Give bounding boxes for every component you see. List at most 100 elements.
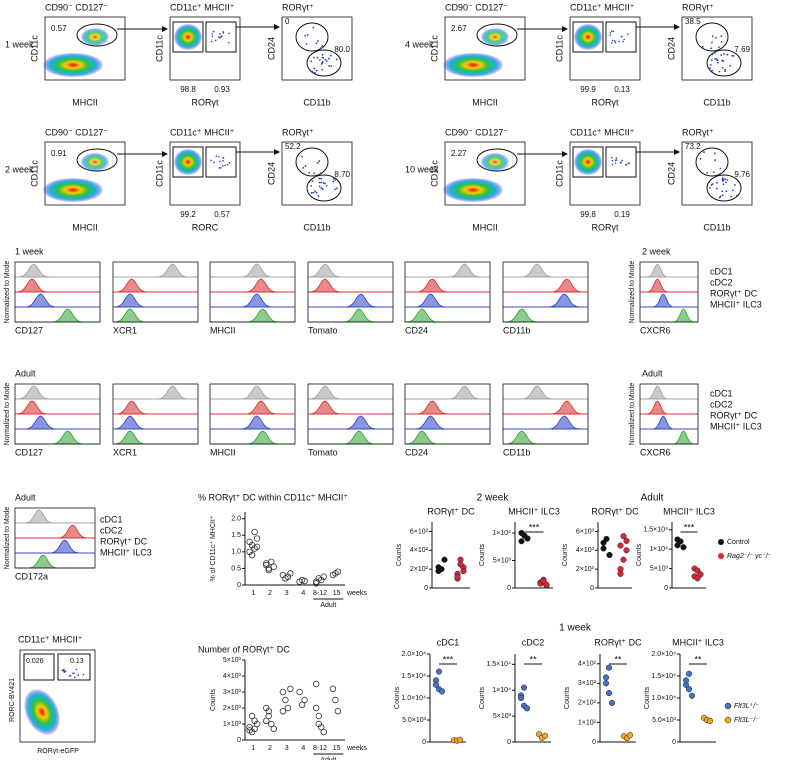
legend-entry: Rag2⁻/⁻ γc⁻/⁻ xyxy=(727,553,772,560)
gate xyxy=(205,146,237,178)
histogram-curve xyxy=(113,400,198,415)
y-axis-label: Normalized to Mode xyxy=(629,383,636,446)
event xyxy=(711,183,714,186)
legend-entry: cDC1 xyxy=(100,514,123,524)
data-point xyxy=(279,708,287,715)
histogram-curve xyxy=(640,308,698,323)
x-tick-label: 4 xyxy=(301,590,305,597)
gate xyxy=(706,49,742,77)
x-axis-label: XCR1 xyxy=(113,447,137,457)
gate-value: 2.67 xyxy=(451,24,467,33)
timepoint-label: 1 week xyxy=(5,39,34,49)
event xyxy=(609,34,611,37)
event xyxy=(316,56,319,59)
x-axis-label: MHCII xyxy=(210,447,236,457)
legend-entry: MHCII⁺ ILC3 xyxy=(100,547,152,557)
panel-title: RORγt⁺ DC xyxy=(427,506,475,516)
event xyxy=(615,157,618,159)
gate-value: 80.0 xyxy=(334,45,350,54)
y-axis-label: CD11c xyxy=(429,160,439,187)
event xyxy=(615,159,618,161)
data-point xyxy=(315,712,322,720)
data-point xyxy=(296,688,303,696)
histogram-curve xyxy=(640,278,698,293)
data-point xyxy=(680,544,687,551)
x-axis-label: CD127 xyxy=(15,325,43,335)
event xyxy=(321,53,324,56)
event xyxy=(724,68,726,71)
event xyxy=(219,33,221,35)
y-axis-label: Counts xyxy=(644,686,651,709)
panel-title: RORγt⁺ DC xyxy=(591,506,639,516)
data-point xyxy=(432,681,440,688)
plot-title: RORγt⁺ xyxy=(682,2,714,12)
gate-value: 38.5 xyxy=(685,17,701,26)
data-point xyxy=(253,720,261,728)
data-point xyxy=(282,696,289,704)
event xyxy=(317,40,319,42)
event xyxy=(320,181,323,184)
event xyxy=(304,34,307,37)
event xyxy=(699,157,702,160)
histogram-curve xyxy=(640,293,698,308)
event xyxy=(721,190,724,193)
y-axis-label: Counts xyxy=(394,686,401,709)
gate xyxy=(572,146,604,178)
data-point xyxy=(248,712,256,720)
event xyxy=(722,53,725,55)
gate xyxy=(476,148,518,172)
histogram-curve xyxy=(307,400,393,415)
event xyxy=(322,182,325,184)
x-axis-label: RORγt xyxy=(592,97,619,107)
event xyxy=(69,674,72,677)
plot-frame xyxy=(169,16,241,81)
plot-frame xyxy=(281,16,353,81)
gate-value: 99.2 xyxy=(180,210,196,219)
data-point xyxy=(520,684,528,691)
event xyxy=(310,60,313,63)
data-point xyxy=(518,529,525,537)
x-axis-label: RORC xyxy=(192,222,219,232)
data-point xyxy=(454,573,461,580)
x-axis-label: MHCII xyxy=(210,325,236,335)
data-point xyxy=(626,732,634,739)
event xyxy=(310,184,312,187)
event xyxy=(713,52,716,54)
plot-title: CD90⁻ CD127⁻ xyxy=(45,2,108,12)
gate xyxy=(605,21,637,53)
event xyxy=(717,46,720,49)
x-tick-label: 1 xyxy=(251,590,255,597)
data-point xyxy=(518,538,525,545)
histogram-curve xyxy=(113,385,198,400)
y-tick-label: 0.5 xyxy=(231,565,241,572)
gate-value: 9.76 xyxy=(734,170,750,179)
plot-title: CD11c⁺ MHCII⁺ xyxy=(170,127,235,137)
event xyxy=(218,156,220,158)
x-axis-label: CD127 xyxy=(15,447,43,457)
histogram-frame xyxy=(639,383,699,445)
histogram-curve xyxy=(405,278,490,293)
data-point xyxy=(608,699,616,706)
gate-value: 98.8 xyxy=(180,85,196,94)
y-tick-label: 2×10³ xyxy=(576,566,595,573)
event xyxy=(731,54,734,57)
event xyxy=(321,45,324,47)
histogram-curve xyxy=(503,263,588,278)
plot-title: CD90⁻ CD127⁻ xyxy=(45,127,108,137)
y-axis-label: % of CD11c⁺ MHCII⁺ xyxy=(209,515,217,581)
histogram-curve xyxy=(307,278,393,293)
event xyxy=(322,56,325,59)
histogram-curve xyxy=(210,430,295,445)
event xyxy=(712,171,715,174)
legend-entry: Control xyxy=(727,539,750,546)
x-axis-label: Tomato xyxy=(308,447,338,457)
y-tick-label: 2×10² xyxy=(410,566,429,573)
gate-value: 0.57 xyxy=(214,210,230,219)
data-point xyxy=(287,570,294,577)
panel-title: Number of RORγt⁺ DC xyxy=(198,644,290,654)
event xyxy=(729,64,731,67)
density xyxy=(174,149,202,175)
set-title: 1 week xyxy=(559,623,592,634)
event xyxy=(72,672,74,674)
significance: ** xyxy=(614,654,622,664)
